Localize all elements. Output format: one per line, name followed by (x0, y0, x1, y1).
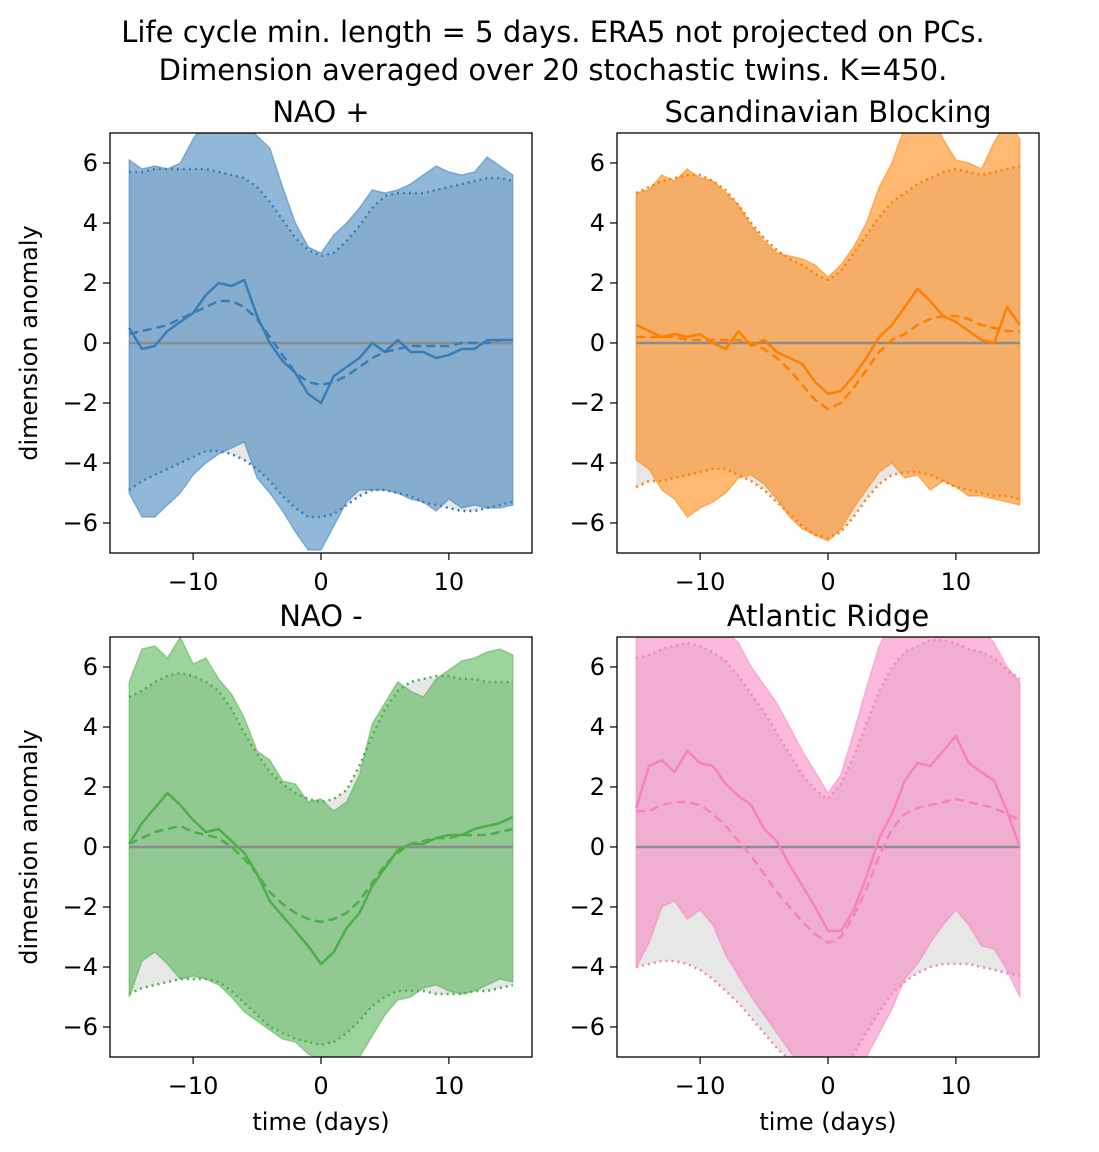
y-tick-label: 4 (83, 713, 98, 741)
solid-series-line (128, 791, 514, 966)
era5-lower-dotted-line (635, 467, 1021, 540)
y-tick-label: 6 (590, 653, 605, 681)
x-tick-label: −10 (675, 1072, 726, 1100)
y-tick-label: 6 (83, 149, 98, 177)
panel-title: NAO + (272, 95, 369, 129)
y-tick-label: −4 (63, 449, 98, 477)
y-tick-label: 6 (83, 653, 98, 681)
dashed-series-line (636, 314, 1020, 411)
x-tick-label: 0 (820, 568, 835, 596)
plot-area (635, 637, 1021, 1057)
y-tick-label: 2 (590, 773, 605, 801)
y-tick-label: 2 (83, 269, 98, 297)
panel-nao: −10 0 10 −6 −4 −2 0 2 4 6 NAO + dimension anomaly (15, 95, 533, 596)
y-tick-label: 2 (590, 269, 605, 297)
x-tick-label: 10 (434, 1072, 465, 1100)
era5-lower-dotted-line (128, 449, 514, 519)
x-tick-label: −10 (675, 568, 726, 596)
x-tick-label: 0 (820, 1072, 835, 1100)
x-tick-label: 0 (313, 1072, 328, 1100)
y-tick-label: −6 (63, 509, 98, 537)
y-tick-label: −4 (570, 953, 605, 981)
era5-lower-dotted-line (128, 977, 514, 1047)
plot-area (635, 133, 1021, 542)
y-tick-label: −6 (570, 1013, 605, 1041)
era5-upper-dotted-line (635, 638, 1021, 801)
panel-title: Atlantic Ridge (727, 599, 929, 633)
y-tick-label: −2 (63, 389, 98, 417)
dashed-series-line (128, 824, 514, 924)
era5-upper-dotted-line (635, 164, 1021, 282)
x-tick-label: 10 (434, 568, 465, 596)
panel-nao: −10 0 10 −6 −4 −2 0 2 4 6 NAO - dimension anomaly ti… (15, 599, 533, 1136)
panel-title: Scandinavian Blocking (665, 95, 992, 129)
y-tick-label: 4 (590, 713, 605, 741)
y-axis-label: dimension anomaly (15, 225, 43, 461)
x-axis-label: time (days) (759, 1108, 896, 1136)
era5-lower-dotted-line (635, 959, 1021, 1057)
dashed-series-line (128, 299, 513, 387)
y-tick-label: −4 (63, 953, 98, 981)
solid-series-line (128, 278, 513, 405)
y-tick-label: 6 (590, 149, 605, 177)
y-tick-label: 4 (590, 209, 605, 237)
panel-atlantic-ridge: −10 0 10 −6 −4 −2 0 2 4 6 Atlantic Ridge time (days… (570, 599, 1040, 1136)
y-tick-label: 0 (83, 329, 98, 357)
dashed-series-line (636, 797, 1021, 945)
panel-title: NAO - (279, 599, 363, 633)
ensemble-spread-band (128, 637, 514, 1057)
era5-upper-dotted-line (128, 671, 513, 804)
x-tick-label: 10 (941, 1072, 972, 1100)
y-tick-label: −2 (570, 893, 605, 921)
x-tick-label: −10 (168, 568, 219, 596)
solid-series-line (635, 734, 1021, 933)
ensemble-spread-band (635, 133, 1021, 542)
x-tick-label: 10 (941, 568, 972, 596)
ensemble-spread-band (128, 133, 514, 551)
x-tick-label: −10 (168, 1072, 219, 1100)
y-tick-label: −2 (63, 893, 98, 921)
suptitle-line-2: Dimension averaged over 20 stochastic tw… (159, 53, 948, 87)
y-tick-label: 0 (590, 329, 605, 357)
y-tick-label: 4 (83, 209, 98, 237)
y-axis-label: dimension anomaly (15, 729, 43, 965)
panel-scandinavian-blocking: −10 0 10 −6 −4 −2 0 2 4 6 Scandinavian Blocking (570, 95, 1040, 596)
y-tick-label: 0 (83, 833, 98, 861)
y-tick-label: 2 (83, 773, 98, 801)
plot-area (128, 133, 514, 551)
y-tick-label: −4 (570, 449, 605, 477)
x-tick-label: 0 (313, 568, 328, 596)
y-tick-label: −6 (63, 1013, 98, 1041)
y-tick-label: 0 (590, 833, 605, 861)
x-axis-label: time (days) (252, 1108, 389, 1136)
suptitle-line-1: Life cycle min. length = 5 days. ERA5 no… (121, 15, 985, 49)
y-tick-label: −2 (570, 389, 605, 417)
solid-series-line (635, 287, 1021, 396)
plot-area (128, 637, 514, 1057)
y-tick-label: −6 (570, 509, 605, 537)
